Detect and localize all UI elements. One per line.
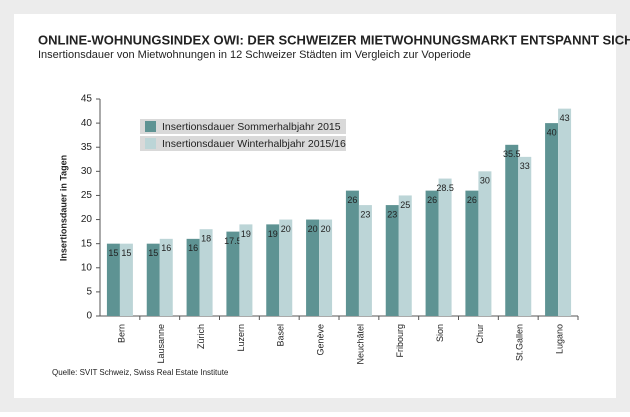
- value-label: 16: [161, 243, 171, 253]
- bar: [385, 205, 399, 316]
- value-label: 16: [188, 243, 198, 253]
- legend-label: Insertionsdauer Winterhalbjahr 2015/16: [162, 138, 346, 150]
- bar: [425, 190, 439, 316]
- value-label: 23: [387, 209, 397, 219]
- chart-subtitle: Insertionsdauer von Mietwohnungen in 12 …: [38, 49, 471, 61]
- x-tick-label: Basel: [276, 324, 286, 347]
- bar: [199, 229, 213, 316]
- x-tick-label: Chur: [475, 324, 485, 344]
- value-label: 30: [480, 176, 490, 186]
- y-tick-label: 20: [81, 214, 93, 225]
- y-tick-label: 0: [86, 311, 92, 322]
- value-label: 20: [321, 224, 331, 234]
- x-tick-label: Bern: [116, 324, 126, 343]
- chart-title: ONLINE-WOHNUNGSINDEX OWI: DER SCHWEIZER …: [38, 32, 630, 47]
- bar: [306, 219, 320, 316]
- bar: [106, 243, 120, 316]
- bar: [358, 205, 372, 316]
- value-label: 43: [560, 113, 570, 123]
- y-tick-label: 10: [81, 262, 93, 273]
- bar: [146, 243, 160, 316]
- y-tick-label: 45: [81, 94, 93, 105]
- source: Quelle: SVIT Schweiz, Swiss Real Estate …: [52, 368, 229, 377]
- value-label: 28.5: [436, 183, 454, 193]
- value-label: 17.5: [224, 236, 242, 246]
- x-tick-label: Sion: [435, 324, 445, 342]
- x-tick-label: Genève: [315, 324, 325, 356]
- value-label: 15: [121, 248, 131, 258]
- legend-row: [140, 136, 346, 151]
- y-tick-label: 15: [81, 238, 93, 249]
- value-label: 18: [201, 234, 211, 244]
- legend-swatch: [145, 138, 156, 149]
- y-tick-label: 40: [81, 118, 93, 129]
- value-label: 25: [400, 200, 410, 210]
- value-label: 20: [308, 224, 318, 234]
- value-label: 40: [547, 127, 557, 137]
- bar: [119, 243, 133, 316]
- y-tick-label: 35: [81, 142, 93, 153]
- value-label: 19: [268, 229, 278, 239]
- value-label: 26: [427, 195, 437, 205]
- x-tick-label: Fribourg: [395, 324, 405, 358]
- value-label: 19: [241, 229, 251, 239]
- bar: [345, 190, 359, 316]
- legend-label: Insertionsdauer Sommerhalbjahr 2015: [162, 121, 341, 133]
- x-tick-label: Lausanne: [156, 324, 166, 364]
- y-tick-label: 25: [81, 190, 93, 201]
- x-tick-label: Luzern: [236, 324, 246, 352]
- bar: [438, 178, 452, 316]
- x-tick-label: Lugano: [554, 324, 564, 354]
- bar: [186, 238, 200, 316]
- x-tick-label: St.Gallen: [515, 324, 525, 361]
- y-tick-label: 5: [86, 287, 92, 298]
- value-label: 35.5: [503, 149, 521, 159]
- y-tick-label: 30: [81, 166, 93, 177]
- legend-swatch: [145, 121, 156, 132]
- bar: [279, 219, 293, 316]
- bar: [505, 144, 519, 316]
- value-label: 15: [108, 248, 118, 258]
- bar: [226, 231, 240, 316]
- bar: [545, 123, 559, 316]
- bar: [398, 195, 412, 316]
- bar: [239, 224, 253, 316]
- value-label: 15: [148, 248, 158, 258]
- x-tick-label: Neuchâtel: [355, 324, 365, 365]
- bar: [465, 190, 479, 316]
- bar: [319, 219, 333, 316]
- x-tick-label: Zürich: [196, 324, 206, 349]
- bar: [558, 108, 572, 317]
- bar: [266, 224, 280, 316]
- bar: [478, 171, 492, 316]
- value-label: 26: [467, 195, 477, 205]
- y-axis-label: Insertionsdauer in Tagen: [58, 155, 68, 261]
- value-label: 33: [520, 161, 530, 171]
- legend-row: [140, 119, 346, 134]
- bar: [159, 238, 173, 316]
- value-label: 26: [347, 195, 357, 205]
- bar: [518, 156, 532, 316]
- value-label: 23: [360, 209, 370, 219]
- value-label: 20: [281, 224, 291, 234]
